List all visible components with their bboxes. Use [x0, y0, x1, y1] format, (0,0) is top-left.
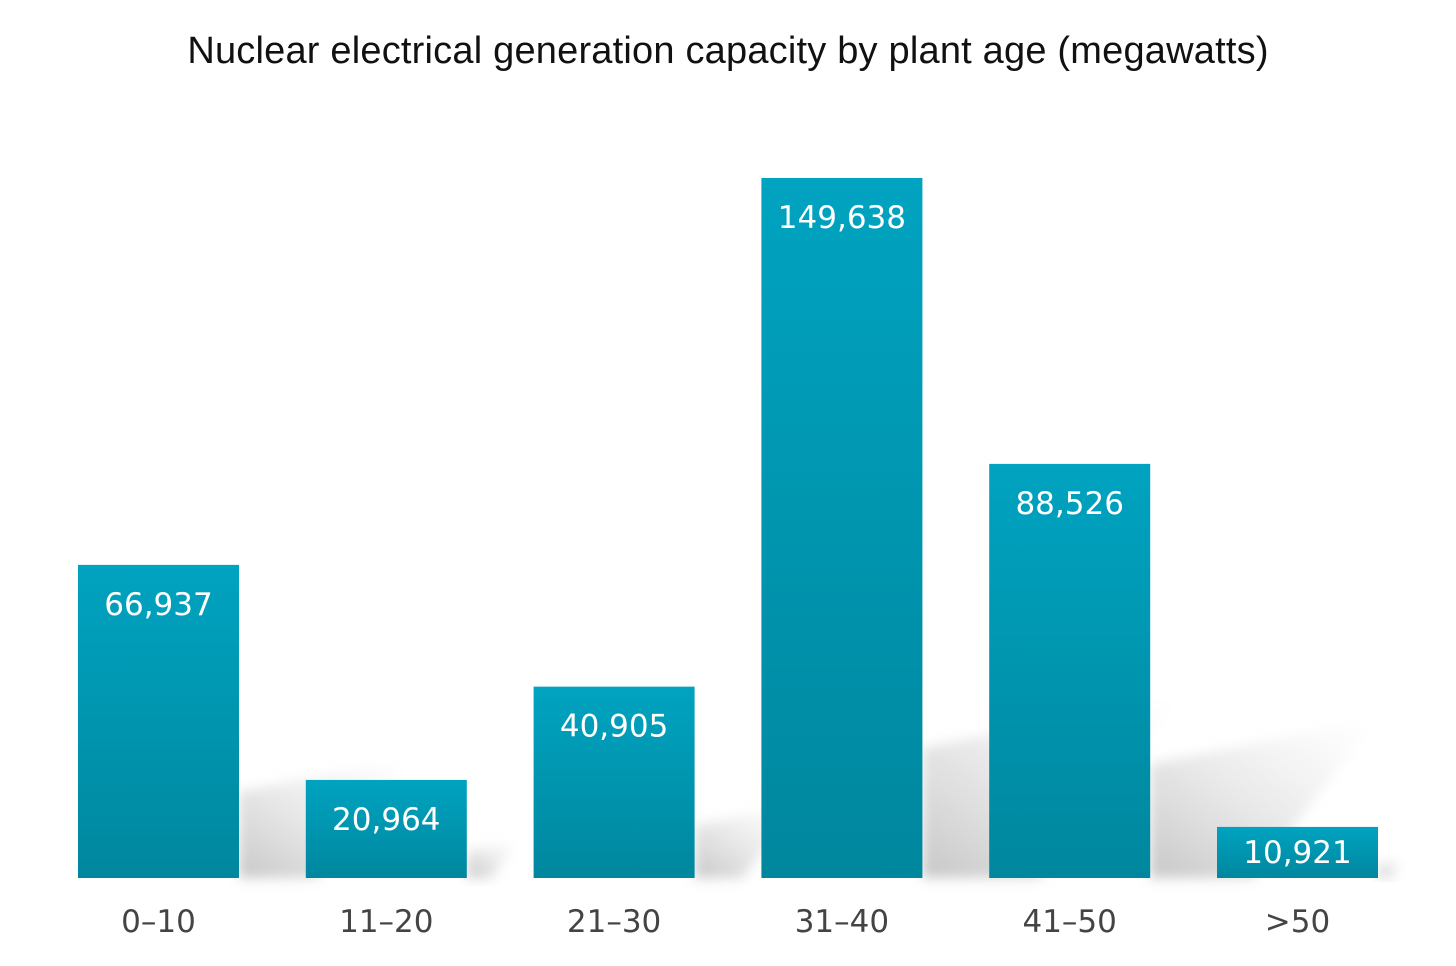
bar-0 [78, 564, 239, 878]
category-label: 41–50 [1022, 904, 1116, 940]
chart-title: Nuclear electrical generation capacity b… [187, 30, 1269, 72]
bar-shadow [1378, 858, 1407, 878]
category-label: 0–10 [121, 904, 196, 940]
category-label: 11–20 [339, 904, 433, 940]
bar-3 [761, 178, 923, 878]
bar-2 [533, 686, 695, 878]
bar-shadow [466, 840, 521, 878]
value-label: 149,638 [778, 200, 906, 236]
value-label: 66,937 [104, 587, 212, 623]
bar-shadow [1150, 718, 1378, 878]
category-label: 31–40 [795, 904, 889, 940]
value-label: 88,526 [1015, 486, 1123, 522]
value-label: 10,921 [1243, 835, 1351, 871]
category-label: 21–30 [567, 904, 661, 940]
bar-1 [305, 779, 467, 878]
bar-5 [1217, 826, 1378, 878]
bar-4 [989, 463, 1151, 878]
value-label: 40,905 [560, 709, 668, 745]
category-label: >50 [1265, 904, 1330, 940]
value-label: 20,964 [332, 802, 440, 838]
